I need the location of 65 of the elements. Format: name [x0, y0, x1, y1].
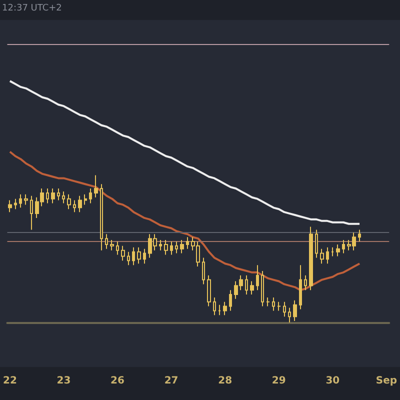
candlestick	[250, 280, 254, 296]
candlestick	[14, 198, 17, 210]
candlestick	[256, 264, 259, 291]
candlestick	[143, 248, 146, 264]
candlestick	[67, 194, 71, 210]
candlestick	[283, 301, 286, 318]
candlestick	[202, 257, 205, 285]
candlestick	[24, 194, 28, 206]
candlestick	[272, 296, 275, 312]
candlestick	[116, 241, 119, 256]
candlestick	[266, 296, 270, 307]
candlestick	[336, 244, 340, 257]
candlestick	[288, 307, 291, 323]
candlestick	[8, 200, 12, 213]
candlestick	[320, 248, 324, 264]
x-tick-label: 28	[218, 376, 232, 386]
candlestick	[261, 270, 264, 307]
candlestick	[304, 274, 307, 291]
x-tick-label: 30	[326, 376, 340, 386]
candlestick	[30, 195, 33, 230]
candlestick	[277, 301, 281, 312]
candlestick	[110, 240, 114, 251]
candlestick	[218, 304, 221, 316]
candlestick	[51, 188, 55, 204]
candlestick	[94, 174, 98, 198]
candlestick	[121, 245, 125, 262]
x-tick-label: 22	[2, 376, 17, 386]
x-tick-label: 27	[164, 376, 178, 386]
candlestick	[132, 246, 135, 266]
candlestick	[57, 188, 60, 201]
candlestick	[331, 246, 334, 257]
x-tick-label: 26	[110, 376, 125, 386]
candlestick	[293, 300, 297, 322]
candlestick	[309, 226, 313, 291]
candlestick	[175, 241, 178, 254]
text: 12:37 UTC+2	[2, 4, 62, 14]
candlestick	[159, 240, 162, 251]
candlestick	[180, 240, 184, 254]
x-tick-label: 23	[56, 376, 71, 386]
x-tick-label: 29	[272, 376, 286, 386]
candlestick	[299, 264, 302, 310]
candlestick	[62, 190, 65, 204]
candlestick	[245, 274, 248, 296]
candlestick	[223, 301, 227, 316]
candlestick	[84, 194, 87, 206]
candlestick	[78, 195, 82, 213]
candlestick	[89, 188, 92, 204]
candlestick	[19, 194, 22, 208]
candlestick	[137, 246, 141, 264]
candlestick	[315, 229, 318, 258]
candlestick	[105, 234, 108, 250]
candlestick	[186, 236, 189, 250]
candlestick	[100, 184, 103, 251]
candlestick	[164, 240, 168, 256]
candlestick	[213, 296, 216, 316]
x-tick-label: Sep	[376, 376, 398, 386]
candlestick	[342, 240, 345, 254]
candlestick	[73, 200, 76, 213]
candlestick	[358, 229, 361, 242]
candlestick	[127, 251, 130, 266]
candlestick	[229, 290, 232, 312]
candlestick	[170, 241, 173, 256]
candlestick	[326, 246, 329, 264]
candlestick	[46, 188, 49, 204]
candlestick	[207, 274, 211, 307]
